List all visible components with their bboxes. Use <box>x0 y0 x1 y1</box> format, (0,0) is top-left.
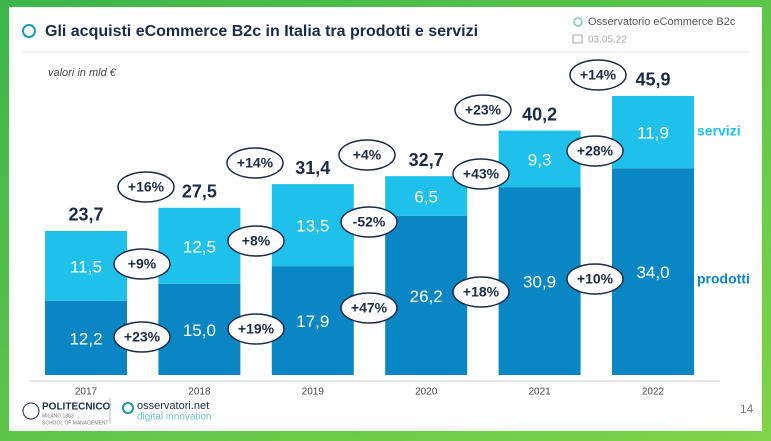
bar-segment <box>158 207 241 284</box>
value-label: 9,3 <box>528 150 552 169</box>
university-sub: MILANO 1863 <box>42 413 74 419</box>
date-icon <box>572 34 583 44</box>
legend-label: servizi <box>697 123 741 139</box>
growth-label: +4% <box>353 147 382 163</box>
university-logo <box>22 402 40 420</box>
page-number: 14 <box>740 402 754 416</box>
brand-sub: digital innovation <box>137 412 212 423</box>
x-tick-label: 2017 <box>75 387 98 398</box>
source: Osservatorio eCommerce B2c <box>588 16 736 28</box>
value-label: 6,5 <box>414 187 438 206</box>
total-label: 45,9 <box>635 70 670 90</box>
growth-bubble <box>452 158 510 190</box>
growth-bubble <box>113 321 171 353</box>
x-tick-label: 2020 <box>415 387 438 398</box>
total-label: 31,4 <box>295 158 330 178</box>
growth-bubble <box>227 313 285 345</box>
bar-segment <box>45 230 127 301</box>
total-label: 40,2 <box>522 104 557 124</box>
growth-bubble <box>338 139 396 171</box>
x-tick-label: 2021 <box>528 387 551 398</box>
growth-bubble <box>566 135 624 167</box>
value-label: 30,9 <box>523 273 556 292</box>
bar-segment <box>385 176 468 216</box>
brand-logo <box>122 402 134 414</box>
value-label: 12,5 <box>183 237 216 256</box>
value-label: 17,9 <box>296 312 329 331</box>
x-tick-label: 2022 <box>642 387 665 398</box>
value-label: 15,0 <box>183 321 216 340</box>
growth-label: +16% <box>128 179 165 195</box>
growth-bubble <box>566 263 624 295</box>
x-tick-label: 2018 <box>188 387 211 398</box>
growth-bubble <box>340 206 398 238</box>
bar-segment <box>271 266 354 375</box>
source-icon <box>573 17 583 27</box>
value-label: 26,2 <box>410 287 443 306</box>
bar-segment <box>612 95 694 169</box>
university: POLITECNICO <box>42 402 111 413</box>
growth-bubble <box>454 94 512 126</box>
growth-label: +47% <box>351 300 388 316</box>
growth-label: +23% <box>465 102 502 118</box>
x-tick-label: 2019 <box>302 387 325 398</box>
growth-label: +19% <box>238 321 275 337</box>
growth-label: +28% <box>577 143 614 159</box>
growth-bubble <box>113 248 171 280</box>
value-label: 11,9 <box>637 124 669 143</box>
growth-label: +8% <box>242 233 271 249</box>
legend-label: prodotti <box>697 271 750 287</box>
growth-label: +10% <box>577 271 614 287</box>
growth-bubble <box>227 225 285 257</box>
bar-segment <box>271 184 354 267</box>
total-label: 23,7 <box>68 205 103 225</box>
title: Gli acquisti eCommerce B2c in Italia tra… <box>45 23 478 40</box>
growth-label: -52% <box>353 214 386 230</box>
growth-label: +18% <box>463 284 500 300</box>
growth-bubble <box>452 276 510 308</box>
growth-bubble <box>340 292 398 324</box>
value-label: 34,0 <box>636 263 669 282</box>
growth-label: +43% <box>463 166 500 182</box>
subtitle: valori in mld € <box>48 67 117 79</box>
value-label: 12,2 <box>69 329 102 348</box>
growth-label: +23% <box>124 329 161 345</box>
date: 03.05.22 <box>588 35 627 46</box>
bar-segment <box>498 130 581 188</box>
total-label: 32,7 <box>409 150 444 170</box>
growth-label: +9% <box>128 256 157 272</box>
growth-label: +14% <box>237 155 274 171</box>
growth-bubble <box>569 59 627 91</box>
bar-segment <box>612 168 694 375</box>
growth-bubble <box>226 147 284 179</box>
growth-bubble <box>117 171 175 203</box>
total-label: 27,5 <box>182 182 217 202</box>
growth-label: +14% <box>580 67 617 83</box>
bar-segment <box>158 283 241 375</box>
brand: osservatori.net <box>137 400 209 412</box>
value-label: 11,5 <box>70 257 102 276</box>
header-icon <box>22 24 36 38</box>
school: SCHOOL OF MANAGEMENT <box>42 420 109 426</box>
value-label: 13,5 <box>296 217 329 236</box>
